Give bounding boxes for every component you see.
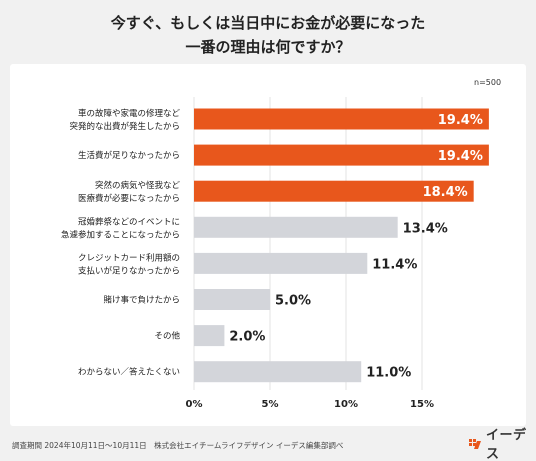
chart-title-line1: 今すぐ、もしくは当日中にお金が必要になった xyxy=(110,14,426,32)
category-label: 突然の病気や怪我など xyxy=(95,180,181,191)
data-label: 13.4% xyxy=(403,221,448,236)
category-label: 支払いが足りなかったから xyxy=(78,265,180,276)
data-label: 11.4% xyxy=(372,257,417,272)
category-label: 賭け事で負けたから xyxy=(103,295,180,306)
survey-footnote: 調査期間 2024年10月11日〜10月11日 株式会社エイチームライフデザイン… xyxy=(12,441,344,450)
bar xyxy=(194,361,362,383)
bar xyxy=(194,252,368,274)
category-label: 車の故障や家電の修理など xyxy=(78,108,181,119)
data-label: 2.0% xyxy=(229,330,265,345)
bar xyxy=(194,289,270,310)
category-label: わからない／答えたくない xyxy=(78,367,180,378)
category-label: 急遽参加することになったから xyxy=(61,229,180,240)
x-tick-label: 0% xyxy=(186,399,203,410)
category-label: その他 xyxy=(154,331,180,342)
bar xyxy=(194,108,489,130)
brand-logo: イーデス xyxy=(468,428,536,461)
edeas-logo-icon xyxy=(468,436,482,450)
x-tick-label: 5% xyxy=(262,399,279,410)
bar xyxy=(194,180,474,202)
bar xyxy=(194,325,225,347)
category-label: 冠婚葬祭などのイベントに xyxy=(78,216,180,227)
x-tick-label: 15% xyxy=(410,399,434,410)
data-label: 19.4% xyxy=(438,149,483,164)
category-label: 生活費が足りなかったから xyxy=(78,150,180,161)
x-tick-label: 10% xyxy=(334,399,358,410)
sample-size-note: n=500 xyxy=(474,78,502,87)
bar xyxy=(194,216,398,238)
category-label: 突発的な出費が発生したから xyxy=(69,121,180,132)
data-label: 19.4% xyxy=(438,113,483,128)
data-label: 5.0% xyxy=(275,294,311,309)
chart-title-line2: 一番の理由は何ですか？ xyxy=(185,38,351,56)
data-label: 11.0% xyxy=(366,366,411,381)
logo-text: イーデス xyxy=(486,428,527,461)
bar xyxy=(194,144,489,166)
category-label: 医療費が必要になったから xyxy=(78,193,180,204)
data-label: 18.4% xyxy=(423,185,468,200)
category-label: クレジットカード利用額の xyxy=(78,252,180,263)
